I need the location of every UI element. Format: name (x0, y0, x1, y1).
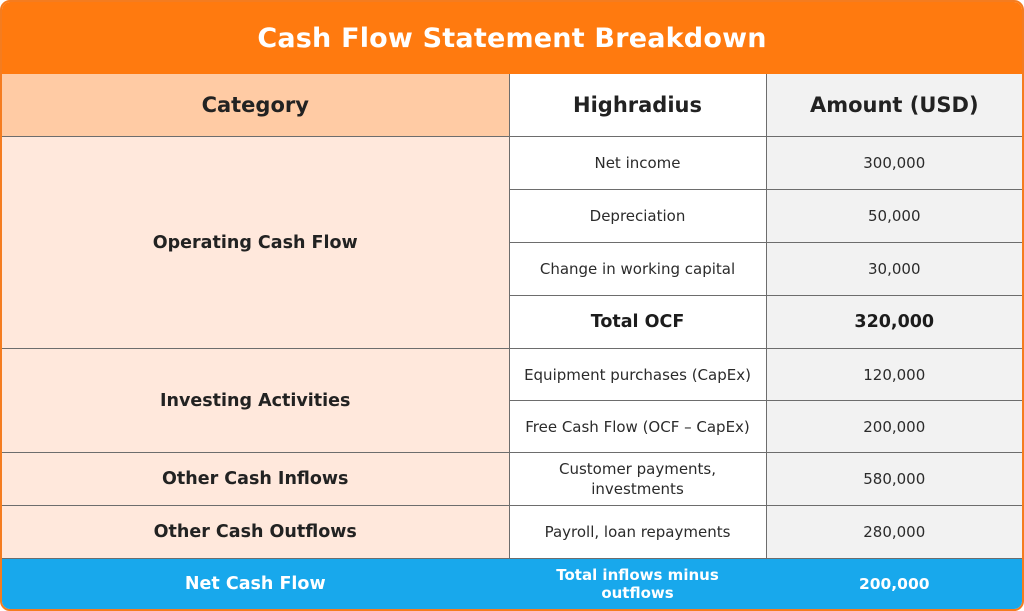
column-header-highradius: Highradius (508, 74, 767, 137)
table-row: Investing Activities Equipment purchases… (2, 348, 1022, 453)
item-net-cash-flow: Total inflows minus outflows (508, 558, 767, 609)
category-net-cash-flow: Net Cash Flow (2, 558, 510, 609)
amount-depreciation: 50,000 (765, 189, 1022, 243)
amount-working-capital: 30,000 (765, 242, 1022, 296)
category-investing: Investing Activities (2, 348, 510, 453)
item-free-cash-flow: Free Cash Flow (OCF – CapEx) (509, 400, 767, 453)
category-outflows: Other Cash Outflows (2, 505, 510, 559)
table-row: Free Cash Flow (OCF – CapEx) 200,000 (2, 400, 1022, 453)
amount-customer-payments: 580,000 (765, 452, 1022, 506)
header-row: Category Highradius Amount (USD) (2, 74, 1022, 137)
table-row: Change in working capital 30,000 (2, 242, 1022, 296)
item-total-ocf: Total OCF (509, 295, 767, 349)
amount-net-cash-flow: 200,000 (765, 558, 1022, 609)
table-row: Other Cash Inflows Customer payments, in… (2, 452, 1022, 506)
amount-payroll: 280,000 (765, 505, 1022, 559)
item-capex: Equipment purchases (CapEx) (508, 348, 767, 401)
net-cash-flow-row: Net Cash Flow Total inflows minus outflo… (2, 558, 1022, 609)
item-customer-payments: Customer payments, investments (508, 452, 767, 506)
amount-total-ocf: 320,000 (765, 295, 1022, 349)
cash-flow-table: Category Highradius Amount (USD) Operati… (2, 74, 1022, 609)
amount-free-cash-flow: 200,000 (765, 400, 1022, 453)
amount-capex: 120,000 (765, 348, 1022, 401)
item-net-income: Net income (508, 136, 767, 190)
table-row: Operating Cash Flow Net income 300,000 (2, 136, 1022, 349)
table-row: Depreciation 50,000 (2, 189, 1022, 243)
item-depreciation: Depreciation (509, 189, 767, 243)
column-header-amount: Amount (USD) (765, 74, 1022, 137)
category-operating: Operating Cash Flow (2, 136, 510, 349)
column-header-category: Category (2, 74, 510, 137)
table-title: Cash Flow Statement Breakdown (2, 2, 1022, 74)
item-payroll: Payroll, loan repayments (508, 505, 767, 559)
item-working-capital: Change in working capital (509, 242, 767, 296)
category-inflows: Other Cash Inflows (2, 452, 510, 506)
amount-net-income: 300,000 (765, 136, 1022, 190)
table-row: Other Cash Outflows Payroll, loan repaym… (2, 505, 1022, 559)
